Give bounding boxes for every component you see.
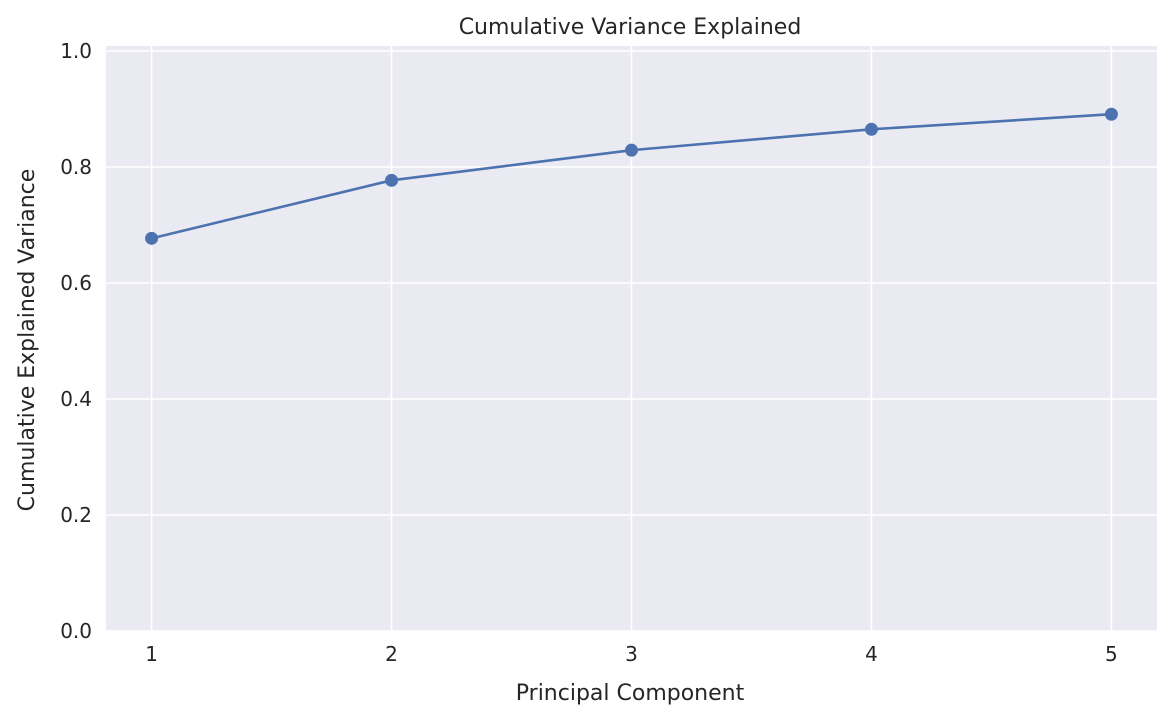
x-tick-label: 2 [385,642,398,666]
data-point [145,231,159,245]
y-tick-label: 0.6 [60,271,92,295]
data-point [625,143,638,157]
vertical-gridlines [150,46,1113,631]
y-tick-label: 0.8 [60,155,92,179]
x-axis-label: Principal Component [516,681,745,706]
x-tick-labels: 1 2 3 4 5 [145,642,1118,666]
x-tick-label: 4 [865,642,878,666]
y-tick-label: 0.2 [60,503,92,527]
x-tick-label: 5 [1105,642,1118,666]
y-tick-label: 1.0 [60,39,92,63]
data-point [864,122,878,136]
y-tick-label: 0.0 [60,619,92,643]
series-layer [145,107,1118,245]
y-tick-label: 0.4 [60,387,92,411]
x-tick-label: 1 [145,642,158,666]
data-point [385,173,399,187]
chart-title: Cumulative Variance Explained [459,15,802,40]
y-axis-label: Cumulative Explained Variance [15,169,40,512]
horizontal-gridlines [106,50,1157,632]
x-tick-label: 3 [625,642,638,666]
y-tick-labels: 0.0 0.2 0.4 0.6 0.8 1.0 [60,39,92,643]
data-point [1104,107,1118,121]
